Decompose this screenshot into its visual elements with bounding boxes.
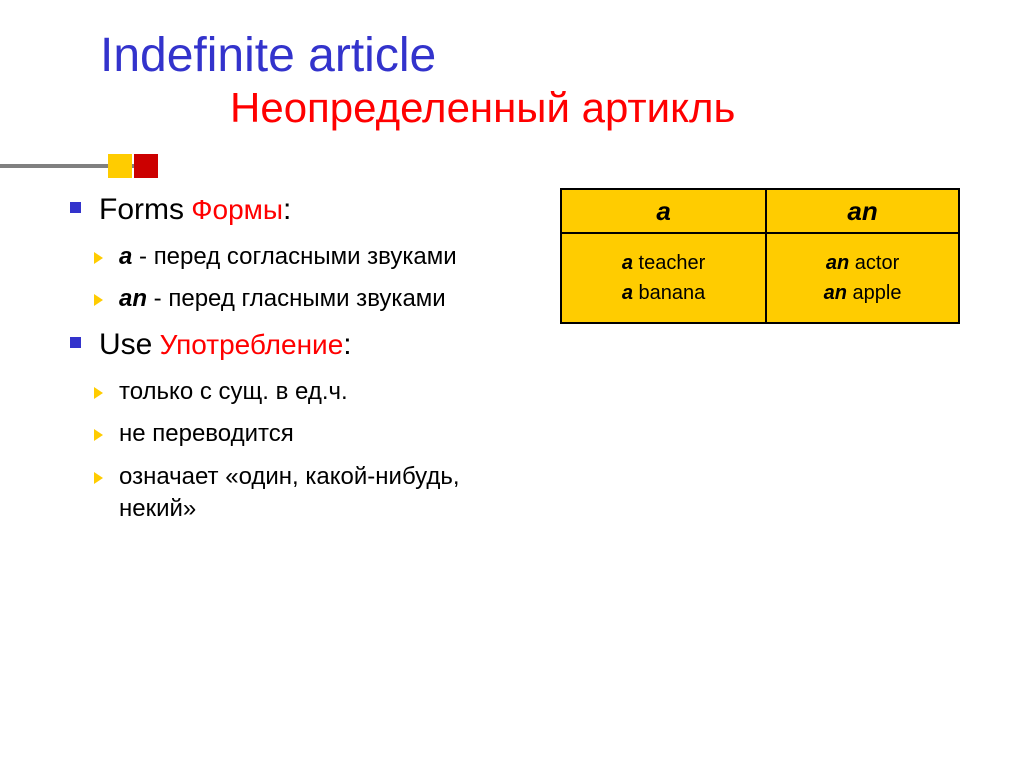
slide-subtitle: Неопределенный артикль (100, 83, 940, 133)
list-item: только с сущ. в ед.ч. (70, 376, 530, 408)
chevron-bullet-icon (94, 252, 103, 264)
list-item: an - перед гласными звуками (70, 283, 530, 315)
title-block: Indefinite article Неопределенный артикл… (100, 28, 940, 134)
use-item-text: означает «один, какой-нибудь, некий» (119, 461, 530, 526)
use-label-ru: Употребление (160, 329, 344, 360)
section-heading-forms: Forms Формы: (70, 190, 530, 231)
slide-title: Indefinite article (100, 28, 940, 83)
table-cell-an-examples: an actor an apple (766, 233, 959, 323)
examples-table: a an a teacher a banana an actor an appl… (560, 188, 960, 324)
chevron-bullet-icon (94, 387, 103, 399)
use-label-en: Use (99, 328, 152, 361)
section-heading-use: Use Употребление: (70, 325, 530, 366)
forms-colon: : (283, 193, 291, 226)
chevron-bullet-icon (94, 472, 103, 484)
table-header-row: a an (561, 189, 959, 233)
sep: - (132, 243, 153, 270)
use-colon: : (343, 328, 351, 361)
use-item-text: только с сущ. в ед.ч. (119, 376, 530, 408)
title-decoration (0, 154, 170, 178)
deco-square-gold (108, 154, 132, 178)
examples-table-wrap: a an a teacher a banana an actor an appl… (560, 188, 960, 324)
list-item: не переводится (70, 418, 530, 450)
table-header-a: a (561, 189, 766, 233)
content-list: Forms Формы: a - перед согласными звукам… (70, 190, 530, 535)
deco-square-red (134, 154, 158, 178)
desc: перед согласными звуками (154, 243, 457, 270)
list-item: a - перед согласными звуками (70, 241, 530, 273)
table-cell-a-examples: a teacher a banana (561, 233, 766, 323)
sep: - (147, 285, 168, 312)
chevron-bullet-icon (94, 429, 103, 441)
use-item-text: не переводится (119, 418, 530, 450)
forms-label-ru: Формы (191, 194, 283, 225)
article-an: an (119, 285, 147, 312)
desc: перед гласными звуками (168, 285, 445, 312)
forms-label-en: Forms (99, 193, 184, 226)
square-bullet-icon (70, 202, 81, 213)
list-item: означает «один, какой-нибудь, некий» (70, 461, 530, 526)
square-bullet-icon (70, 337, 81, 348)
chevron-bullet-icon (94, 294, 103, 306)
article-a: a (119, 243, 132, 270)
table-row: a teacher a banana an actor an apple (561, 233, 959, 323)
table-header-an: an (766, 189, 959, 233)
